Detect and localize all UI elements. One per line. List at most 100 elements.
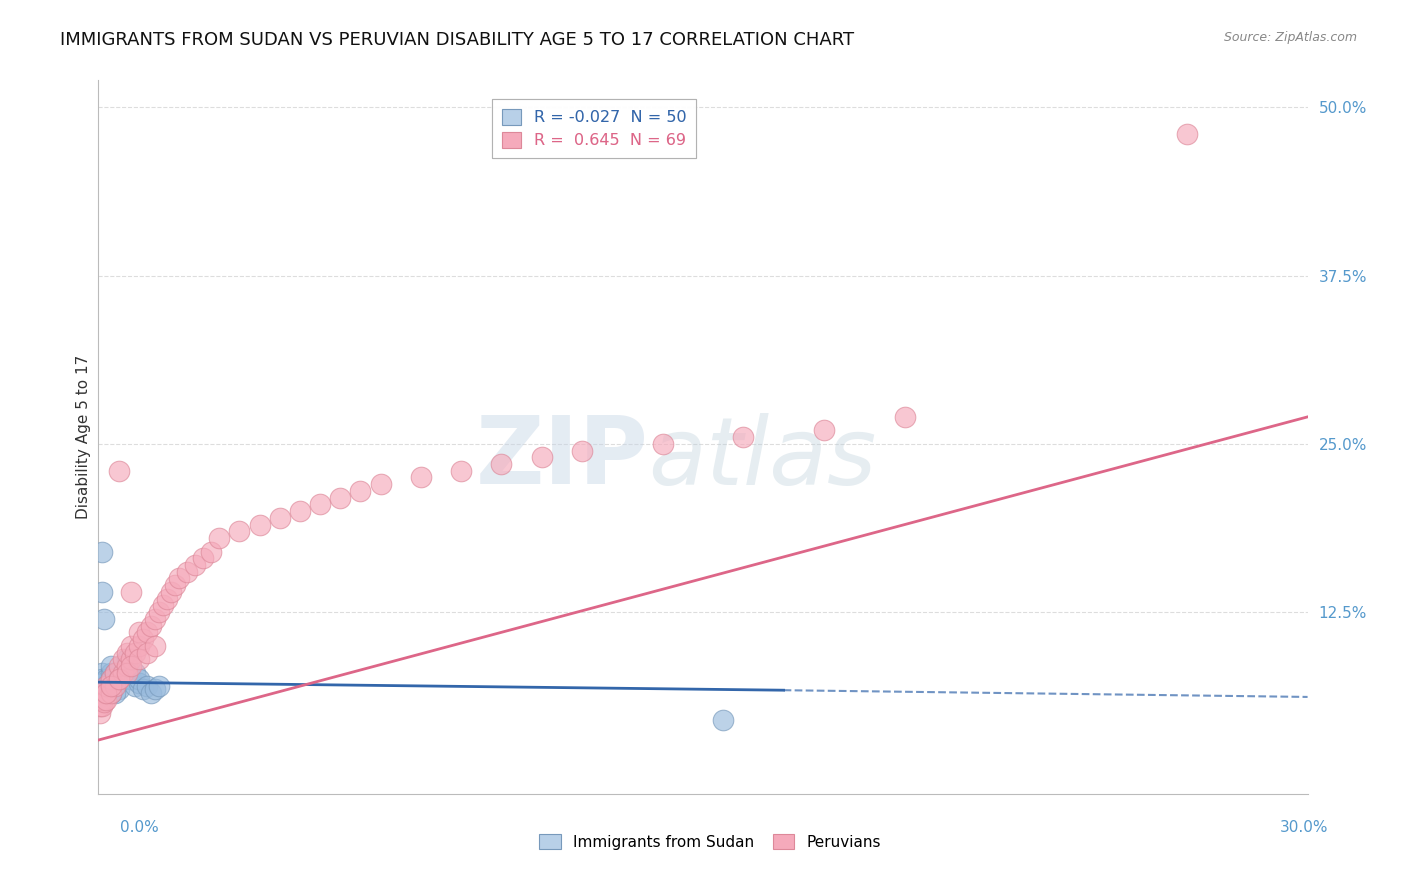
Point	[100, 665, 122, 680]
Point	[120, 652, 142, 666]
Point	[100, 679, 122, 693]
Point	[91, 686, 114, 700]
Point	[128, 673, 150, 687]
Text: IMMIGRANTS FROM SUDAN VS PERUVIAN DISABILITY AGE 5 TO 17 CORRELATION CHART: IMMIGRANTS FROM SUDAN VS PERUVIAN DISABI…	[60, 31, 855, 49]
Point	[90, 689, 112, 703]
Point	[107, 673, 129, 687]
Point	[91, 692, 114, 706]
Point	[96, 686, 118, 700]
Point	[120, 659, 142, 673]
Point	[91, 686, 114, 700]
Point	[91, 673, 114, 687]
Point	[90, 692, 112, 706]
Point	[143, 681, 166, 696]
Point	[115, 659, 138, 673]
Point	[143, 639, 166, 653]
Point	[208, 531, 231, 545]
Point	[103, 679, 125, 693]
Point	[893, 409, 915, 424]
Point	[89, 706, 111, 720]
Point	[135, 625, 157, 640]
Point	[132, 632, 155, 646]
Point	[100, 673, 122, 687]
Point	[288, 504, 311, 518]
Point	[249, 517, 271, 532]
Point	[107, 673, 129, 687]
Point	[107, 659, 129, 673]
Point	[135, 679, 157, 693]
Point	[90, 679, 112, 693]
Point	[103, 679, 125, 693]
Point	[100, 679, 122, 693]
Point	[103, 665, 125, 680]
Point	[139, 686, 162, 700]
Point	[111, 652, 134, 666]
Point	[90, 686, 112, 700]
Point	[128, 676, 150, 690]
Point	[139, 618, 162, 632]
Point	[128, 625, 150, 640]
Point	[571, 443, 593, 458]
Point	[89, 690, 111, 704]
Point	[124, 646, 146, 660]
Text: 0.0%: 0.0%	[120, 821, 159, 835]
Point	[97, 679, 120, 693]
Point	[93, 695, 115, 709]
Point	[96, 679, 118, 693]
Point	[93, 612, 115, 626]
Point	[167, 571, 190, 585]
Point	[163, 578, 186, 592]
Point	[143, 612, 166, 626]
Point	[813, 423, 835, 437]
Point	[91, 544, 114, 558]
Point	[128, 652, 150, 666]
Point	[105, 676, 128, 690]
Point	[96, 686, 118, 700]
Point	[120, 585, 142, 599]
Text: 30.0%: 30.0%	[1281, 821, 1329, 835]
Point	[152, 599, 174, 613]
Point	[100, 686, 122, 700]
Point	[120, 673, 142, 687]
Point	[91, 699, 114, 714]
Point	[91, 686, 114, 700]
Text: atlas: atlas	[648, 413, 877, 504]
Point	[450, 464, 472, 478]
Point	[111, 665, 134, 680]
Point	[91, 585, 114, 599]
Point	[94, 686, 117, 700]
Point	[96, 686, 118, 700]
Point	[135, 646, 157, 660]
Point	[148, 605, 170, 619]
Point	[269, 511, 291, 525]
Point	[94, 679, 117, 693]
Point	[93, 681, 115, 696]
Point	[409, 470, 432, 484]
Y-axis label: Disability Age 5 to 17: Disability Age 5 to 17	[76, 355, 91, 519]
Point	[148, 679, 170, 693]
Legend: R = -0.027  N = 50, R =  0.645  N = 69: R = -0.027 N = 50, R = 0.645 N = 69	[492, 99, 696, 158]
Point	[96, 686, 118, 700]
Point	[200, 544, 222, 558]
Legend: Immigrants from Sudan, Peruvians: Immigrants from Sudan, Peruvians	[533, 828, 887, 855]
Point	[91, 676, 114, 690]
Point	[111, 673, 134, 687]
Point	[91, 679, 114, 693]
Text: Source: ZipAtlas.com: Source: ZipAtlas.com	[1223, 31, 1357, 45]
Point	[711, 713, 734, 727]
Point	[100, 659, 122, 673]
Point	[111, 665, 134, 680]
Point	[96, 679, 118, 693]
Point	[349, 483, 371, 498]
Point	[120, 639, 142, 653]
Point	[96, 673, 118, 687]
Point	[107, 464, 129, 478]
Point	[184, 558, 207, 572]
Point	[193, 551, 215, 566]
Point	[100, 686, 122, 700]
Point	[115, 652, 138, 666]
Text: ZIP: ZIP	[475, 412, 648, 505]
Point	[103, 686, 125, 700]
Point	[107, 673, 129, 687]
Point	[96, 686, 118, 700]
